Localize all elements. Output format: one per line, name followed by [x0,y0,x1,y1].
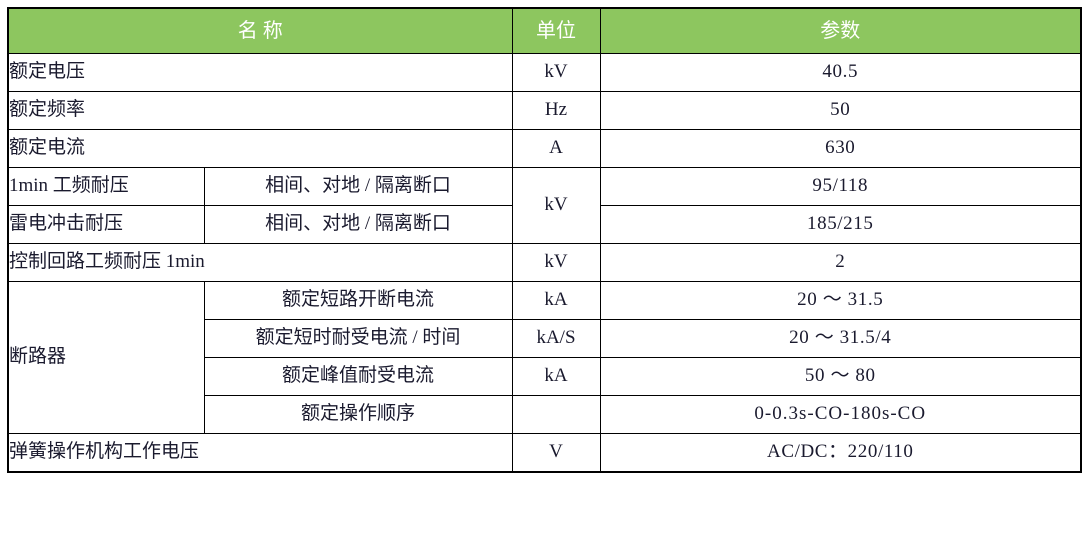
row-value-rated-voltage: 40.5 [599,53,1082,92]
row-unit-breaker-rated-operating-sequence [511,395,601,434]
row-unit-withstand-kv: kV [511,167,601,244]
row-label-rated-frequency: 额定频率 [7,91,513,130]
table-row: 额定频率 Hz 50 [7,91,1082,130]
spec-table-container: 名 称 单位 参数 额定电压 kV 40.5 额定频率 Hz 50 额定电流 A… [7,7,1082,473]
table-row: 额定电流 A 630 [7,129,1082,168]
table-row: 额定操作顺序 0-0.3s-CO-180s-CO [8,395,1082,434]
row-label-rated-current: 额定电流 [7,129,513,168]
row-value-breaker-rated-operating-sequence: 0-0.3s-CO-180s-CO [599,395,1082,434]
row-label-lightning-impulse-withstand: 雷电冲击耐压 [7,205,205,244]
row-value-power-frequency-withstand-1min: 95/118 [599,167,1082,206]
row-sublabel-breaker-short-time-current-time: 额定短时耐受电流 / 时间 [203,319,513,358]
row-unit-control-circuit-withstand-1min: kV [511,243,601,282]
table-row: 1min 工频耐压 相间、对地 / 隔离断口 kV 95/118 [7,167,1082,244]
table-row: 额定峰值耐受电流 kA 50 ～ 80 [8,357,1082,396]
table-row: 雷电冲击耐压 相间、对地 / 隔离断口 185/215 [7,205,1082,244]
table-row: 断路器 额定短路开断电流 kA 20 ～ 31.5 [7,281,1082,434]
row-value-breaker-peak-withstand-current: 50 ～ 80 [599,357,1082,396]
table-row: 额定电压 kV 40.5 [7,53,1082,92]
row-label-spring-mechanism-operating-voltage: 弹簧操作机构工作电压 [7,433,513,473]
column-header-name: 名 称 [7,7,513,54]
table-row: 弹簧操作机构工作电压 V AC/DC：220/110 [7,433,1082,473]
row-label-power-frequency-withstand-1min: 1min 工频耐压 [7,167,205,206]
row-group-label-breaker: 断路器 [7,281,205,434]
row-unit-rated-frequency: Hz [511,91,601,130]
row-sublabel-lightning-impulse-withstand: 相间、对地 / 隔离断口 [203,205,513,244]
row-label-rated-voltage: 额定电压 [7,53,513,92]
row-unit-spring-mechanism-operating-voltage: V [511,433,601,473]
row-value-breaker-short-time-current-time: 20 ～ 31.5/4 [599,319,1082,358]
row-sublabel-breaker-peak-withstand-current: 额定峰值耐受电流 [203,357,513,396]
table-row: 额定短时耐受电流 / 时间 kA/S 20 ～ 31.5/4 [8,319,1082,358]
row-unit-rated-current: A [511,129,601,168]
row-value-rated-frequency: 50 [599,91,1082,130]
row-sublabel-breaker-rated-operating-sequence: 额定操作顺序 [203,395,513,434]
row-value-rated-current: 630 [599,129,1082,168]
row-sublabel-breaker-rated-breaking-current: 额定短路开断电流 [203,281,513,320]
table-header-row: 名 称 单位 参数 [7,7,1082,54]
row-sublabel-power-frequency-withstand-1min: 相间、对地 / 隔离断口 [203,167,513,206]
row-unit-rated-voltage: kV [511,53,601,92]
row-unit-breaker-rated-breaking-current: kA [511,281,601,320]
row-value-control-circuit-withstand-1min: 2 [599,243,1082,282]
row-unit-breaker-peak-withstand-current: kA [511,357,601,396]
column-header-parameter: 参数 [599,7,1082,54]
row-value-lightning-impulse-withstand: 185/215 [599,205,1082,244]
technical-specification-table: 名 称 单位 参数 额定电压 kV 40.5 额定频率 Hz 50 额定电流 A… [7,7,1082,473]
row-value-breaker-rated-breaking-current: 20 ～ 31.5 [599,281,1082,320]
row-unit-breaker-short-time-current-time: kA/S [511,319,601,358]
table-row: 控制回路工频耐压 1min kV 2 [7,243,1082,282]
row-label-control-circuit-withstand-1min: 控制回路工频耐压 1min [7,243,513,282]
row-value-spring-mechanism-operating-voltage: AC/DC：220/110 [599,433,1082,473]
column-header-unit: 单位 [511,7,601,54]
